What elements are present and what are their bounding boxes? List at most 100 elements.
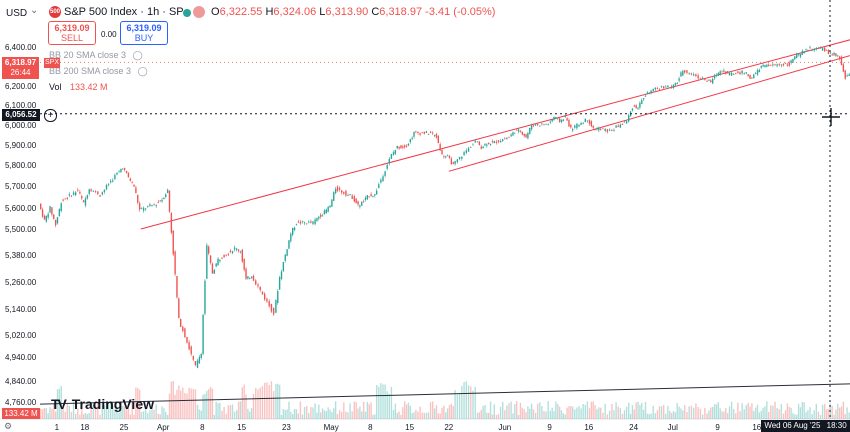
volume-bar: [566, 407, 568, 419]
candle: [333, 192, 335, 201]
volume-bar: [708, 410, 710, 419]
volume-bar: [613, 410, 615, 419]
eye-off-icon[interactable]: ◯: [132, 50, 143, 60]
indicator-bb200[interactable]: BB 200 SMA close 3 ◯: [49, 66, 148, 77]
volume-bar: [229, 405, 232, 419]
candle: [523, 133, 525, 136]
volume-bar: [794, 414, 796, 419]
volume-bar: [712, 406, 714, 419]
candle: [51, 207, 53, 215]
volume-bar: [151, 403, 153, 419]
volume-bar: [621, 413, 624, 419]
candle: [615, 125, 617, 128]
volume-bar: [840, 406, 843, 419]
candle: [704, 79, 706, 81]
candle: [411, 137, 413, 139]
volume-bar: [590, 401, 593, 419]
volume-bar: [70, 411, 73, 419]
volume-bar: [754, 407, 757, 419]
volume-bar: [625, 406, 628, 419]
x-tick-label: Jun: [498, 423, 511, 432]
volume-bar: [334, 401, 337, 419]
candle: [656, 88, 659, 89]
indicator-bb20[interactable]: BB 20 SMA close 3 ◯: [49, 50, 143, 61]
candle: [623, 121, 626, 123]
volume-bar: [512, 413, 514, 419]
volume-bar: [516, 401, 518, 419]
trendline[interactable]: [140, 32, 850, 230]
volume-bar: [570, 406, 572, 419]
volume-bar: [665, 413, 667, 419]
candle: [382, 176, 384, 182]
candle: [747, 74, 749, 77]
buy-button[interactable]: 6,319.09 BUY: [120, 21, 168, 45]
volume-bar: [327, 407, 329, 419]
status-dot-icon: [183, 9, 191, 17]
volume-bar: [458, 393, 461, 419]
volume-bar: [114, 408, 116, 419]
candle: [510, 134, 512, 137]
trendline[interactable]: [448, 47, 850, 172]
add-alert-icon[interactable]: +: [44, 109, 57, 122]
candle: [786, 64, 789, 66]
settings-icon[interactable]: ⚙: [4, 421, 13, 431]
sell-button[interactable]: 6,319.09 SELL: [48, 21, 96, 45]
eye-icon[interactable]: [193, 6, 205, 18]
candle: [733, 74, 735, 75]
chevron-down-icon[interactable]: ⌄: [30, 5, 39, 16]
candle: [118, 170, 120, 172]
candle: [566, 118, 568, 121]
volume-bar: [259, 387, 261, 419]
candle: [86, 195, 89, 199]
candle: [433, 135, 436, 136]
candle: [390, 154, 393, 159]
tradingview-logo[interactable]: TV TradingView: [51, 396, 154, 412]
candle: [310, 221, 312, 223]
volume-bar: [530, 403, 533, 419]
candle: [62, 199, 64, 201]
symbol-title[interactable]: S&P 500 Index · 1h · SP: [64, 6, 184, 18]
volume-bar: [345, 411, 347, 419]
volume-bar: [433, 408, 436, 419]
volume-bar: [669, 410, 671, 419]
candle: [284, 254, 286, 261]
volume-bar: [678, 406, 680, 419]
candle: [204, 280, 206, 314]
candle: [166, 189, 169, 193]
candle: [327, 206, 329, 212]
volume-bar: [472, 390, 474, 419]
volume-bar: [596, 409, 598, 419]
volume-bar: [142, 411, 145, 419]
volume-bar: [641, 402, 643, 419]
candle: [112, 180, 114, 182]
volume-bar: [64, 411, 66, 419]
candle: [138, 203, 141, 210]
candle: [819, 47, 822, 49]
candle: [372, 195, 374, 197]
candle: [688, 72, 690, 74]
candle: [728, 72, 731, 76]
candle: [590, 121, 593, 127]
volume-bar: [831, 405, 833, 419]
eye-off-icon[interactable]: ◯: [137, 66, 148, 76]
volume-bar: [529, 408, 531, 419]
candle: [135, 187, 137, 194]
volume-bar: [245, 394, 247, 419]
volume-bar: [370, 402, 372, 419]
currency-label[interactable]: USD: [6, 8, 28, 19]
last-symbol-badge: SPX: [44, 58, 60, 68]
volume-bar: [778, 409, 780, 419]
candle: [628, 115, 630, 122]
volume-bar: [127, 408, 130, 419]
candle: [443, 156, 445, 158]
candle: [264, 293, 266, 300]
candle: [196, 360, 199, 368]
symbol-badge[interactable]: 500: [49, 6, 61, 18]
volume-bar: [133, 414, 135, 419]
volume-bar: [353, 401, 355, 419]
candle: [491, 141, 494, 143]
volume-bar: [53, 404, 55, 419]
volume-bar: [508, 403, 510, 419]
volume-legend[interactable]: Vol 133.42 M: [49, 82, 108, 92]
